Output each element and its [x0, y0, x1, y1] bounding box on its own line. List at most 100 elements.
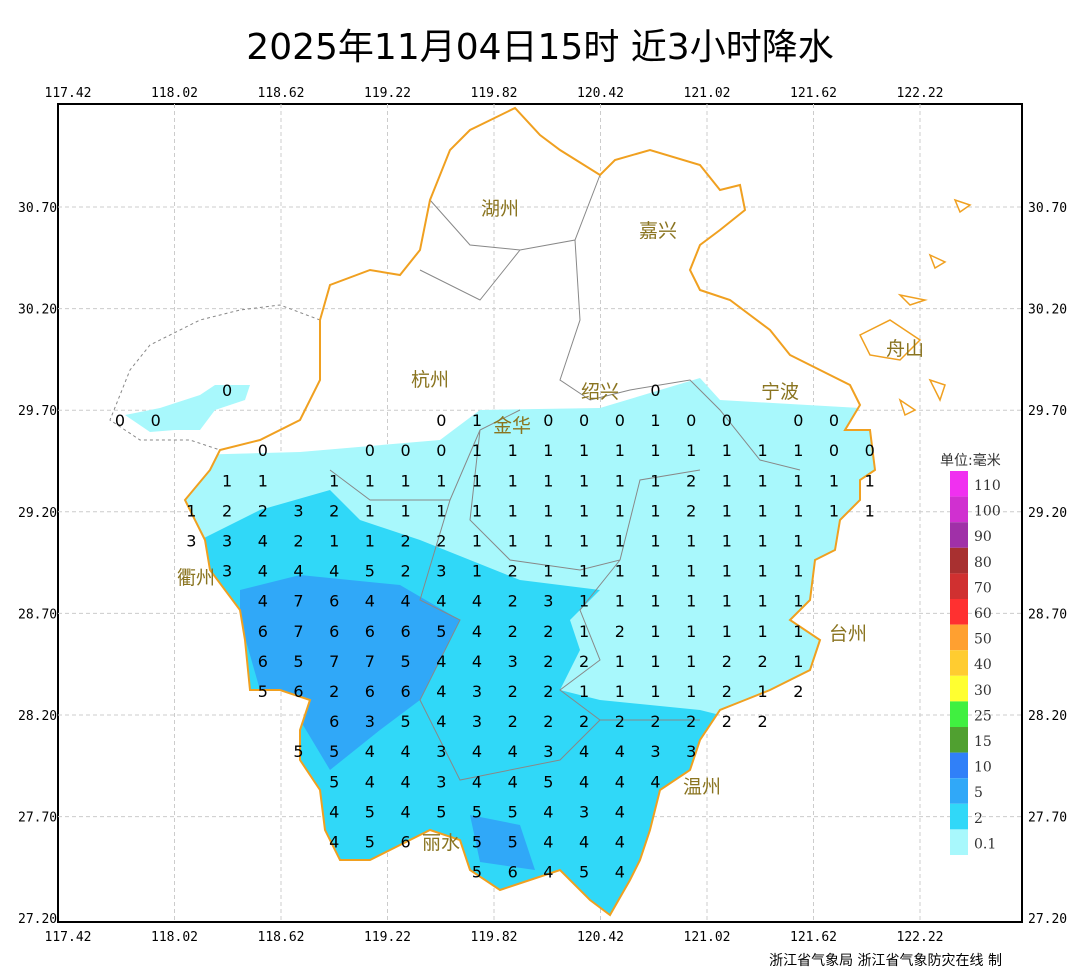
legend-swatch	[950, 752, 968, 779]
grid-value: 4	[401, 592, 411, 611]
grid-value: 4	[472, 772, 482, 791]
lat-tick-left: 27.70	[18, 811, 57, 826]
grid-value: 6	[329, 712, 339, 731]
grid-value: 1	[615, 501, 625, 520]
grid-value: 4	[293, 562, 303, 581]
grid-value: 1	[829, 501, 839, 520]
grid-value: 0	[579, 411, 589, 430]
grid-value: 0	[722, 411, 732, 430]
grid-value: 1	[722, 471, 732, 490]
lat-tick-left: 28.20	[18, 709, 57, 724]
grid-value: 3	[472, 682, 482, 701]
lat-tick-left: 28.70	[18, 607, 57, 622]
grid-value: 4	[401, 772, 411, 791]
grid-value: 4	[258, 532, 268, 551]
grid-value: 1	[472, 501, 482, 520]
grid-value: 4	[329, 802, 339, 821]
legend-swatch	[950, 829, 968, 855]
grid-value: 1	[579, 532, 589, 551]
grid-value: 2	[615, 712, 625, 731]
grid-value: 1	[686, 622, 696, 641]
grid-value: 1	[579, 592, 589, 611]
grid-value: 5	[472, 833, 482, 852]
lon-tick-top: 119.22	[364, 86, 411, 101]
grid-value: 4	[472, 622, 482, 641]
grid-value: 1	[401, 471, 411, 490]
grid-value: 1	[686, 682, 696, 701]
grid-value: 4	[508, 772, 518, 791]
grid-value: 4	[472, 592, 482, 611]
grid-value: 1	[579, 682, 589, 701]
map-title: 2025年11月04日15时 近3小时降水	[246, 27, 834, 68]
lat-tick-right: 28.70	[1028, 607, 1067, 622]
city-label-ningbo: 宁波	[761, 381, 799, 403]
lon-tick-top: 121.62	[790, 86, 837, 101]
grid-value: 1	[650, 411, 660, 430]
grid-value: 1	[543, 471, 553, 490]
grid-value: 7	[293, 622, 303, 641]
legend-label: 40	[974, 657, 992, 673]
lon-tick-top: 121.02	[684, 86, 731, 101]
legend-label: 30	[974, 683, 992, 699]
grid-value: 2	[793, 682, 803, 701]
city-label-quzhou: 衢州	[177, 567, 215, 589]
lon-tick-bottom: 118.62	[258, 930, 305, 945]
grid-value: 1	[650, 562, 660, 581]
grid-value: 5	[329, 772, 339, 791]
grid-value: 2	[686, 471, 696, 490]
grid-value: 5	[401, 712, 411, 731]
grid-value: 4	[543, 863, 553, 882]
grid-value: 4	[436, 652, 446, 671]
grid-value: 4	[615, 742, 625, 761]
lat-tick-right: 28.20	[1028, 709, 1067, 724]
grid-value: 2	[508, 622, 518, 641]
grid-value: 4	[615, 863, 625, 882]
grid-value: 5	[365, 802, 375, 821]
grid-value: 1	[543, 562, 553, 581]
legend-swatch	[950, 650, 968, 676]
grid-value: 3	[222, 562, 232, 581]
grid-value: 0	[865, 441, 875, 460]
legend-label: 90	[974, 529, 992, 545]
grid-value: 1	[615, 441, 625, 460]
grid-value: 1	[686, 562, 696, 581]
grid-value: 3	[436, 562, 446, 581]
lon-tick-top: 117.42	[45, 86, 92, 101]
grid-value: 1	[579, 501, 589, 520]
legend-swatch	[950, 573, 968, 599]
grid-value: 3	[436, 742, 446, 761]
city-labels: 湖州 嘉兴 杭州 绍兴 宁波 舟山 衢州 金华 台州 丽水 温州	[177, 198, 924, 854]
grid-value: 6	[401, 682, 411, 701]
grid-value: 2	[579, 712, 589, 731]
grid-value: 1	[365, 471, 375, 490]
grid-value: 1	[686, 441, 696, 460]
legend-label: 5	[974, 785, 983, 801]
grid-value: 4	[365, 592, 375, 611]
grid-value: 6	[329, 592, 339, 611]
grid-value: 1	[793, 532, 803, 551]
grid-value: 5	[401, 652, 411, 671]
grid-value: 1	[650, 652, 660, 671]
grid-value: 1	[650, 592, 660, 611]
grid-value: 1	[472, 562, 482, 581]
grid-value: 3	[472, 712, 482, 731]
grid-value: 6	[258, 622, 268, 641]
legend-label: 70	[974, 580, 992, 596]
grid-value: 1	[722, 532, 732, 551]
grid-value: 0	[829, 411, 839, 430]
grid-value: 0	[829, 441, 839, 460]
grid-value: 0	[436, 411, 446, 430]
grid-value: 2	[722, 652, 732, 671]
grid-value: 0	[543, 411, 553, 430]
lat-tick-left: 27.20	[18, 912, 57, 927]
grid-value: 0	[650, 381, 660, 400]
legend-swatch	[950, 496, 968, 523]
legend-swatch	[950, 547, 968, 574]
grid-value: 2	[650, 712, 660, 731]
legend-label: 80	[974, 555, 992, 571]
grid-value: 1	[722, 592, 732, 611]
grid-value: 1	[579, 622, 589, 641]
grid-value: 6	[401, 622, 411, 641]
grid-value: 1	[758, 441, 768, 460]
grid-value: 1	[365, 532, 375, 551]
